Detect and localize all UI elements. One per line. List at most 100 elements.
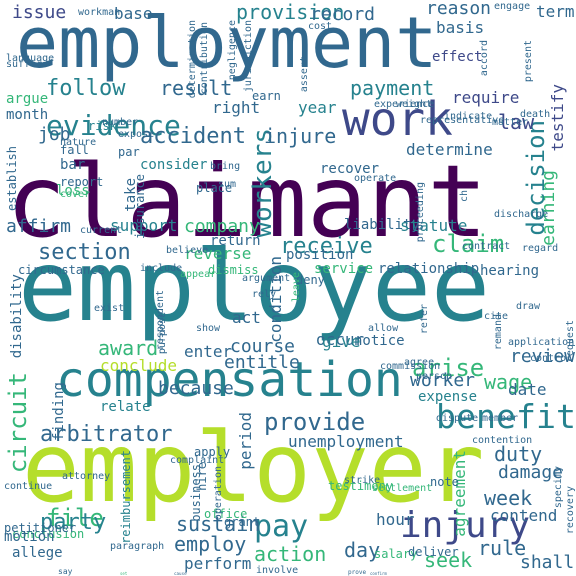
- word: commission: [380, 361, 441, 372]
- word: service: [314, 261, 374, 277]
- word: sustain: [176, 512, 261, 536]
- word: date: [508, 380, 547, 399]
- word: reimbursement: [119, 450, 133, 544]
- word: work: [342, 92, 453, 146]
- word: current: [80, 225, 123, 236]
- word: loss: [56, 183, 90, 199]
- word: indicate: [444, 111, 493, 122]
- word: report: [60, 175, 104, 189]
- word: testimony: [328, 479, 394, 493]
- word: office: [204, 507, 248, 521]
- word: suffer: [6, 59, 43, 70]
- word: deny: [296, 273, 325, 287]
- word: show: [196, 323, 221, 334]
- word: include: [140, 263, 183, 274]
- word: review: [510, 346, 576, 367]
- word: base: [114, 4, 153, 23]
- word: paragraph: [110, 541, 165, 552]
- word: member: [482, 413, 519, 424]
- word: damage: [498, 462, 564, 483]
- word: jurisdiction: [243, 20, 254, 93]
- word: contract: [462, 241, 511, 252]
- word: contribution: [199, 22, 210, 95]
- word: proceeding: [415, 182, 426, 243]
- word: conclude: [100, 356, 178, 375]
- word: act: [232, 308, 261, 327]
- word: worker: [410, 370, 476, 391]
- word: require: [452, 88, 520, 107]
- word: respondent: [155, 290, 166, 351]
- word: effect: [432, 49, 483, 65]
- word: circumstance: [18, 263, 105, 277]
- word: enter: [184, 342, 233, 361]
- word: discharge: [494, 209, 549, 220]
- word: payment: [350, 76, 435, 100]
- word: reverse: [184, 244, 252, 263]
- word: testify: [548, 84, 567, 152]
- word: strike: [344, 475, 381, 486]
- word: pay: [254, 509, 309, 544]
- word: expense: [418, 389, 478, 405]
- word: confirm: [370, 571, 387, 576]
- word: experience: [374, 99, 435, 110]
- word: believe: [166, 245, 209, 256]
- word: say: [58, 567, 73, 576]
- word: allege: [12, 545, 63, 561]
- word: settlement: [372, 483, 433, 494]
- word: accident: [140, 124, 246, 149]
- word: year: [298, 98, 337, 117]
- word: provision: [236, 0, 345, 24]
- word: argue: [6, 91, 49, 107]
- word: recovery: [565, 486, 576, 535]
- word: allow: [368, 323, 399, 334]
- word: person: [416, 371, 453, 382]
- word: place: [196, 181, 233, 195]
- word: employee: [18, 230, 491, 344]
- word: number: [102, 117, 139, 128]
- word: refer: [419, 304, 430, 335]
- word: unemployment: [288, 432, 404, 451]
- word: reason: [426, 0, 492, 19]
- word: dismiss: [208, 263, 259, 277]
- word: earning: [538, 170, 559, 246]
- word: day: [344, 538, 381, 562]
- word: file: [46, 504, 104, 532]
- word: provide: [264, 408, 366, 436]
- word: application: [508, 337, 575, 348]
- word: relationship: [378, 261, 480, 277]
- word: party: [40, 510, 107, 535]
- word: regard: [522, 243, 559, 254]
- word: cite: [484, 311, 509, 322]
- word: par: [118, 145, 140, 159]
- word: arbitrator: [40, 422, 173, 447]
- word: agree: [404, 357, 435, 368]
- word: disability: [9, 274, 25, 359]
- word: death: [520, 109, 551, 120]
- word: give: [322, 332, 361, 351]
- word: ch: [459, 190, 470, 203]
- word: risk: [88, 119, 117, 133]
- word: action: [254, 542, 327, 566]
- word: benefit: [436, 397, 576, 436]
- word: exist: [94, 303, 125, 314]
- word: motion: [4, 529, 55, 545]
- word: contention: [472, 435, 533, 446]
- word: argument: [242, 273, 291, 284]
- word: employment: [16, 2, 438, 84]
- word: entitle: [224, 352, 300, 373]
- word: statute: [400, 216, 468, 235]
- word: recover: [320, 161, 380, 177]
- word: leave: [291, 272, 302, 303]
- word: bring: [210, 161, 241, 172]
- word: nature: [60, 137, 97, 148]
- word: set: [120, 571, 128, 576]
- word: consider: [140, 157, 208, 173]
- word: agreement: [450, 450, 469, 537]
- word: cover: [60, 189, 91, 200]
- word: accord: [479, 40, 490, 77]
- word: determination: [187, 20, 198, 99]
- word: present: [523, 40, 534, 83]
- word: earn: [252, 89, 281, 103]
- word: follow: [46, 76, 126, 101]
